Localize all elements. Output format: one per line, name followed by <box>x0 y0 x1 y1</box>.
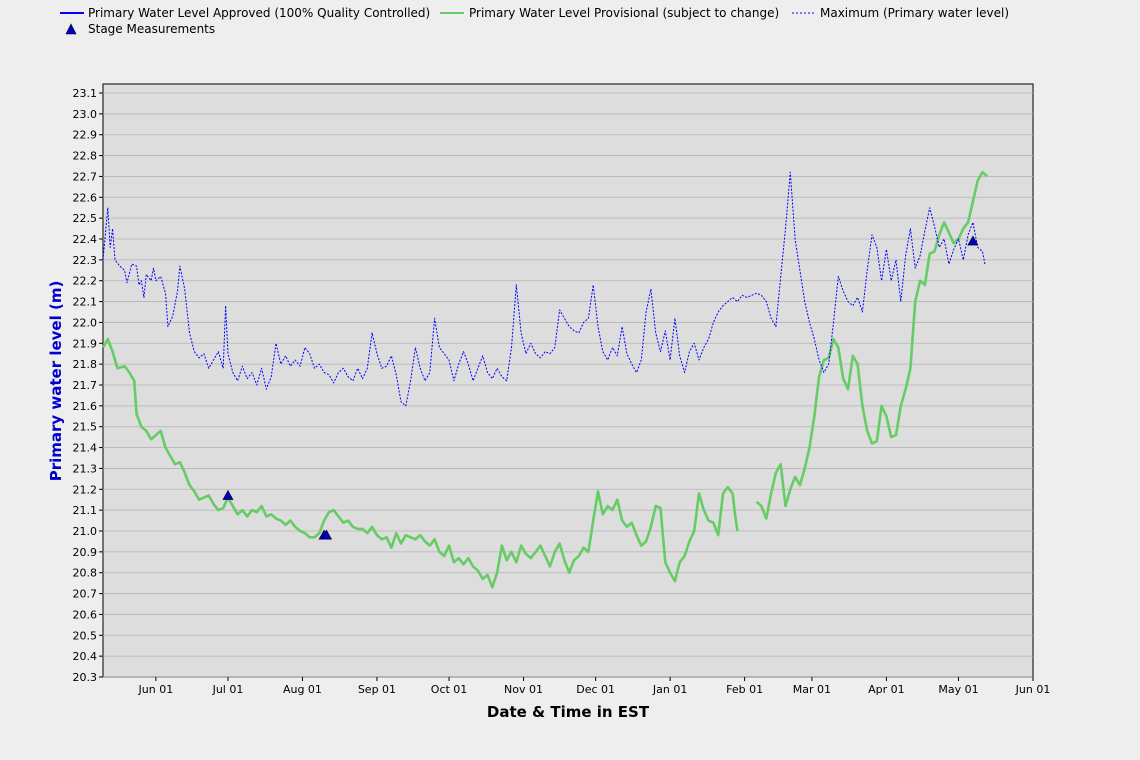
y-tick-label: 21.7 <box>73 379 98 392</box>
x-tick-label: May 01 <box>938 683 978 696</box>
y-tick-label: 21.1 <box>73 504 98 517</box>
x-tick-label: Mar 01 <box>793 683 831 696</box>
y-axis: 20.3 20.4 20.5 20.6 20.7 20.8 20.9 21.0 21.1 21.2… <box>73 87 103 684</box>
legend: Primary Water Level Approved (100% Quali… <box>60 6 1009 36</box>
y-axis-title: Primary water level (m) <box>47 281 65 482</box>
x-tick-label: Apr 01 <box>868 683 905 696</box>
y-tick-label: 22.1 <box>73 296 98 309</box>
y-tick-label: 21.6 <box>73 400 98 413</box>
legend-label-maximum: Maximum (Primary water level) <box>820 6 1009 20</box>
y-tick-label: 20.5 <box>73 629 98 642</box>
y-tick-label: 20.8 <box>73 567 98 580</box>
y-tick-label: 20.7 <box>73 588 98 601</box>
x-tick-label: Jul 01 <box>212 683 244 696</box>
y-tick-label: 20.9 <box>73 546 98 559</box>
y-tick-label: 20.4 <box>73 650 98 663</box>
x-tick-label: Feb 01 <box>726 683 763 696</box>
provisional-series-line-1 <box>755 171 989 520</box>
stage-measurement-markers <box>222 235 979 540</box>
x-tick-label: Sep 01 <box>358 683 396 696</box>
x-axis-title: Date & Time in EST <box>487 703 650 721</box>
legend-label-approved: Primary Water Level Approved (100% Quali… <box>88 6 430 20</box>
legend-item-provisional: Primary Water Level Provisional (subject… <box>440 6 779 20</box>
legend-item-maximum: Maximum (Primary water level) <box>792 6 1009 20</box>
legend-label-provisional: Primary Water Level Provisional (subject… <box>469 6 779 20</box>
x-tick-label: Oct 01 <box>431 683 468 696</box>
y-tick-label: 20.6 <box>73 608 98 621</box>
stage-measurement-marker <box>320 529 332 540</box>
provisional-series-line-0 <box>101 337 739 589</box>
y-tick-label: 22.3 <box>73 254 98 267</box>
legend-item-stage: Stage Measurements <box>65 22 215 36</box>
y-tick-label: 21.3 <box>73 462 98 475</box>
y-tick-label: 20.3 <box>73 671 98 684</box>
y-tick-label: 21.8 <box>73 358 98 371</box>
legend-label-stage: Stage Measurements <box>88 22 215 36</box>
x-tick-label: Dec 01 <box>576 683 615 696</box>
y-tick-label: 23.1 <box>73 87 98 100</box>
y-tick-label: 22.2 <box>73 275 98 288</box>
y-tick-label: 22.5 <box>73 212 98 225</box>
x-axis: Jun 01 Jul 01 Aug 01 Sep 01 Oct 01 Nov 01 Dec … <box>138 677 1051 696</box>
y-tick-label: 21.0 <box>73 525 98 538</box>
y-tick-label: 22.7 <box>73 170 98 183</box>
legend-item-approved: Primary Water Level Approved (100% Quali… <box>60 6 430 20</box>
y-tick-label: 22.0 <box>73 316 98 329</box>
stage-measurement-marker <box>222 489 234 500</box>
x-tick-label: Jun 01 <box>138 683 174 696</box>
x-tick-label: Nov 01 <box>504 683 543 696</box>
triangle-icon <box>65 23 77 35</box>
x-tick-label: Jun 01 <box>1015 683 1051 696</box>
plot-area <box>102 83 1034 678</box>
y-tick-label: 21.9 <box>73 337 98 350</box>
y-tick-label: 22.8 <box>73 150 98 163</box>
y-tick-label: 21.4 <box>73 442 98 455</box>
maximum-series-line-0 <box>102 171 986 407</box>
y-tick-label: 21.2 <box>73 483 98 496</box>
y-tick-label: 22.6 <box>73 191 98 204</box>
y-tick-label: 23.0 <box>73 108 98 121</box>
series-layer <box>101 171 989 589</box>
y-tick-label: 22.4 <box>73 233 98 246</box>
y-tick-label: 21.5 <box>73 421 98 434</box>
stage-measurement-marker <box>967 235 979 246</box>
y-tick-label: 22.9 <box>73 129 98 142</box>
x-tick-label: Jan 01 <box>652 683 687 696</box>
x-tick-label: Aug 01 <box>283 683 322 696</box>
